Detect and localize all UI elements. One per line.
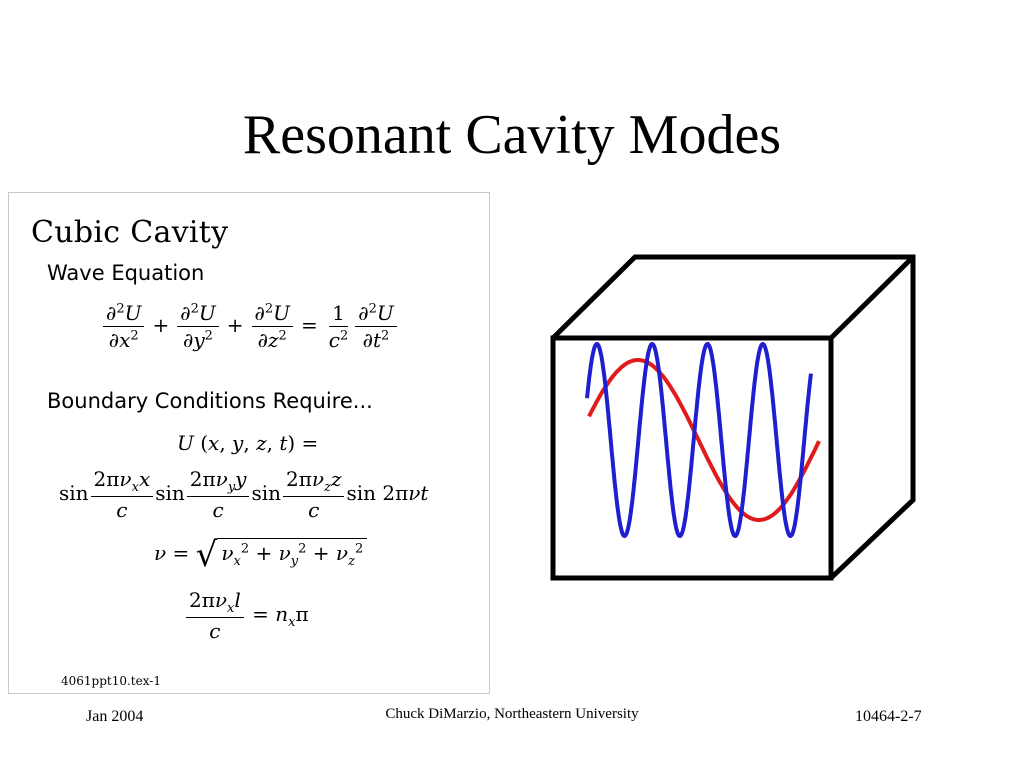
- panel-heading: Cubic Cavity: [31, 215, 229, 250]
- cavity-mode-figure: [550, 254, 916, 581]
- cube-top-edge: [829, 255, 915, 340]
- quantization-equation: 2πνxl c = nxπ: [184, 588, 309, 643]
- wave-equation: ∂2U ∂x2 + ∂2U ∂y2 + ∂2U ∂z2 = 1 c2 ∂2U ∂t2: [101, 301, 399, 352]
- wave-equation-label: Wave Equation: [47, 261, 205, 285]
- cube-front-face: [550, 335, 834, 581]
- low-order-mode-curve: [587, 358, 821, 522]
- footer-date: Jan 2004: [86, 708, 144, 725]
- mode-function-rhs: sin 2πνxx c sin 2πνyy c sin 2πνzz c sin 2πνt: [59, 467, 429, 522]
- file-tag: 4061ppt10.tex-1: [61, 674, 161, 688]
- frequency-equation: ν = √ νx2 + νy2 + νz2: [154, 535, 368, 575]
- footer-author: Chuck DiMarzio, Northeastern University: [385, 706, 639, 722]
- boundary-label: Boundary Conditions Require...: [47, 389, 373, 413]
- mode-function-lhs: U (x, y, z, t) =: [177, 431, 319, 455]
- high-order-mode-curve: [585, 341, 813, 539]
- equation-panel: Cubic Cavity Wave Equation ∂2U ∂x2 + ∂2U ∂y2…: [8, 192, 490, 694]
- slide-title: Resonant Cavity Modes: [242, 104, 782, 166]
- cavity-box: [550, 254, 916, 581]
- footer-slide-number: 10464-2-7: [855, 708, 922, 725]
